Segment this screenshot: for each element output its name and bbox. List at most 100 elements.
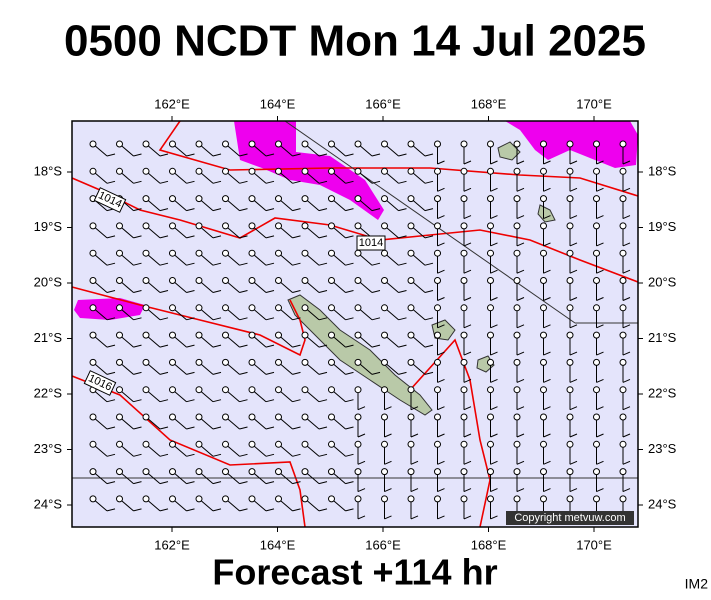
barb-flag	[212, 344, 222, 348]
barb-station	[328, 495, 335, 503]
barb-station	[434, 249, 441, 257]
barb-station	[169, 167, 176, 175]
barb-flag	[159, 235, 169, 239]
barb-flag	[569, 378, 578, 383]
lon-label: 166°E	[365, 537, 401, 552]
barb-flag	[569, 160, 578, 165]
barb-station	[513, 222, 521, 230]
barb-station	[354, 386, 362, 394]
island	[287, 294, 433, 416]
barb-station	[619, 249, 627, 257]
barb-station	[328, 468, 335, 476]
barb-flag	[345, 262, 354, 266]
barb-station	[460, 195, 468, 203]
barb-station	[222, 386, 229, 394]
barb-flag	[186, 262, 195, 266]
barb-flag	[569, 297, 578, 301]
barb-flag	[265, 453, 275, 457]
wind-area	[234, 121, 384, 220]
barb-station	[540, 413, 547, 421]
barb-flag	[292, 180, 301, 184]
barb-flag	[292, 481, 301, 485]
barb-flag	[106, 399, 116, 403]
barb-station	[460, 386, 468, 394]
lon-label: 168°E	[471, 537, 507, 552]
barb-station	[566, 440, 574, 448]
barb-flag	[437, 488, 445, 493]
barb-station	[89, 304, 97, 312]
barb-station	[222, 195, 229, 203]
barb-flag	[265, 481, 275, 485]
barb-flag	[398, 180, 407, 184]
barb-station	[328, 277, 335, 284]
barb-station	[381, 304, 388, 312]
barb-flag	[133, 508, 142, 512]
lon-label: 166°E	[365, 96, 401, 111]
barb-station	[460, 167, 468, 175]
barb-flag	[371, 344, 381, 348]
barb-station	[434, 222, 441, 230]
barb-station	[513, 304, 521, 312]
barb-flag	[463, 515, 472, 520]
barb-station	[619, 304, 627, 312]
barb-station	[487, 195, 494, 203]
barb-flag	[133, 426, 142, 430]
barb-station	[619, 413, 627, 421]
lat-label: 19°S	[648, 219, 677, 234]
barb-station	[328, 167, 335, 175]
barb-flag	[106, 371, 116, 375]
barb-flag	[424, 235, 434, 239]
barb-station	[381, 167, 388, 175]
barb-flag	[543, 324, 551, 329]
barb-station	[460, 413, 468, 421]
barb-station	[328, 358, 335, 366]
barb-flag	[265, 317, 275, 321]
barb-flag	[437, 187, 445, 192]
barb-flag	[437, 160, 445, 165]
barb-station	[566, 277, 574, 284]
barb-flag	[424, 317, 434, 321]
barb-flag	[437, 351, 445, 356]
barb-flag	[345, 208, 354, 212]
barb-station	[89, 222, 97, 230]
barb-flag	[424, 290, 434, 293]
barb-station	[487, 495, 494, 503]
barb-flag	[186, 153, 195, 157]
barb-station	[222, 222, 229, 230]
barb-station	[593, 222, 600, 230]
barb-station	[593, 140, 600, 148]
barb-flag	[159, 153, 169, 157]
barb-station	[195, 167, 203, 175]
barb-flag	[543, 242, 551, 247]
barb-station	[407, 358, 415, 366]
barb-flag	[186, 371, 195, 375]
barb-flag	[106, 153, 116, 157]
barb-station	[566, 495, 574, 503]
barb-station	[328, 331, 335, 339]
barb-flag	[239, 290, 248, 293]
barb-station	[169, 413, 176, 421]
barb-station	[248, 358, 256, 366]
barb-station	[354, 304, 362, 312]
barb-station	[513, 386, 521, 394]
barb-flag	[318, 317, 328, 321]
barb-station	[487, 468, 494, 476]
barb-station	[116, 140, 123, 148]
barb-flag	[265, 290, 275, 293]
barb-station	[566, 386, 574, 394]
barb-station	[434, 331, 441, 339]
barb-flag	[133, 208, 142, 212]
barb-station	[460, 331, 468, 339]
barb-flag	[490, 187, 498, 192]
barb-station	[275, 277, 282, 284]
barb-flag	[622, 187, 631, 192]
barb-flag	[106, 508, 116, 512]
barb-flag	[463, 160, 472, 165]
barb-station	[434, 304, 441, 312]
barb-flag	[622, 351, 631, 356]
barb-station	[328, 249, 335, 257]
barb-station	[593, 413, 600, 421]
barb-flag	[318, 453, 328, 457]
title: 0500 NCDT Mon 14 Jul 2025	[64, 17, 646, 66]
barb-flag	[424, 371, 434, 375]
